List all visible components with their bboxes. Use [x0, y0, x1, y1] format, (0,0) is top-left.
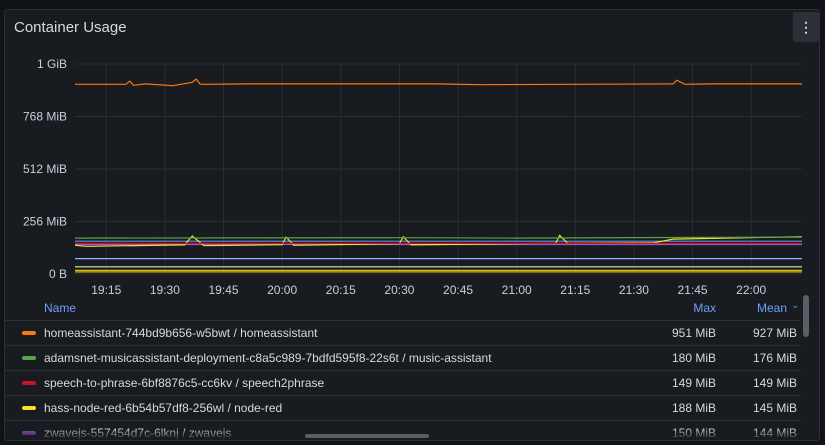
legend-swatch	[22, 381, 36, 385]
panel-title: Container Usage	[14, 19, 127, 36]
vertical-ellipsis-icon: ⋮	[799, 18, 813, 35]
x-tick-label: 21:30	[619, 283, 649, 297]
legend-scrollbar[interactable]	[803, 295, 809, 337]
legend-swatch	[22, 406, 36, 410]
x-tick-label: 21:15	[560, 283, 590, 297]
y-tick-label: 256 MiB	[23, 215, 67, 229]
legend-header-mean[interactable]: Mean	[756, 301, 787, 315]
legend-header: Name Max Mean ⌄	[5, 296, 801, 321]
x-tick-label: 20:30	[384, 283, 414, 297]
x-tick-label: 21:00	[502, 283, 532, 297]
x-tick-label: 19:15	[91, 283, 121, 297]
chevron-down-icon[interactable]: ⌄	[791, 300, 799, 310]
usage-chart[interactable]: 0 B 256 MiB 512 MiB 768 MiB 1 GiB 19:15 19:30 1…	[5, 10, 820, 300]
x-tick-label: 20:00	[267, 283, 297, 297]
legend-swatch	[22, 331, 36, 335]
x-tick-label: 19:45	[209, 283, 239, 297]
legend-table: Name Max Mean ⌄ homeassistant-744bd9b656…	[5, 296, 801, 440]
legend-series-name[interactable]: hass-node-red-6b54b57df8-256wl / node-re…	[44, 401, 283, 415]
y-tick-label: 0 B	[49, 267, 67, 281]
legend-row[interactable]: speech-to-phrase-6bf8876c5-cc6kv / speec…	[5, 371, 801, 396]
horizontal-scrollbar[interactable]	[305, 434, 429, 438]
legend-header-name[interactable]: Name	[44, 301, 77, 315]
legend-series-name[interactable]: speech-to-phrase-6bf8876c5-cc6kv / speec…	[44, 376, 325, 390]
x-tick-label: 20:15	[326, 283, 356, 297]
legend-mean-value: 176 MiB	[752, 351, 797, 365]
legend-mean-value: 145 MiB	[752, 401, 797, 415]
legend-row[interactable]: homeassistant-744bd9b656-w5bwt / homeass…	[5, 321, 801, 346]
x-tick-label: 21:45	[678, 283, 708, 297]
container-usage-panel: Container Usage ⋮ 0 B 256 MiB 512 MiB 768 M…	[4, 9, 820, 441]
legend-max-value: 149 MiB	[671, 376, 716, 390]
legend-max-value: 180 MiB	[671, 351, 716, 365]
series-line	[75, 78, 802, 87]
legend-series-name[interactable]: adamsnet-musicassistant-deployment-c8a5c…	[44, 351, 492, 365]
series-line	[74, 236, 803, 239]
legend-series-name[interactable]: homeassistant-744bd9b656-w5bwt / homeass…	[44, 326, 318, 340]
legend-header-max[interactable]: Max	[693, 301, 716, 315]
x-tick-label: 19:30	[150, 283, 180, 297]
x-tick-label: 20:45	[443, 283, 473, 297]
y-tick-label: 768 MiB	[23, 110, 67, 124]
y-tick-label: 1 GiB	[37, 57, 67, 71]
legend-swatch	[22, 356, 36, 360]
panel-menu-button[interactable]: ⋮	[793, 12, 819, 42]
y-tick-label: 512 MiB	[23, 162, 67, 176]
x-tick-label: 22:00	[736, 283, 766, 297]
legend-max-value: 951 MiB	[671, 326, 716, 340]
legend-row[interactable]: adamsnet-musicassistant-deployment-c8a5c…	[5, 346, 801, 371]
legend-max-value: 188 MiB	[671, 401, 716, 415]
legend-mean-value: 149 MiB	[752, 376, 797, 390]
legend-mean-value: 927 MiB	[752, 326, 797, 340]
legend-row[interactable]: hass-node-red-6b54b57df8-256wl / node-re…	[5, 396, 801, 421]
